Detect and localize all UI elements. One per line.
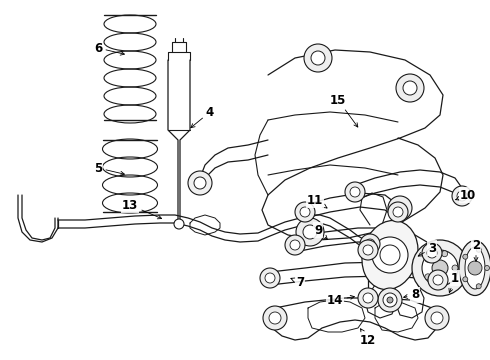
- Circle shape: [441, 251, 448, 257]
- Circle shape: [174, 219, 184, 229]
- Circle shape: [194, 177, 206, 189]
- Circle shape: [452, 186, 472, 206]
- Circle shape: [311, 51, 325, 65]
- Circle shape: [388, 202, 408, 222]
- Circle shape: [412, 240, 468, 296]
- Text: 6: 6: [94, 41, 124, 55]
- Text: 11: 11: [307, 194, 327, 208]
- Circle shape: [457, 191, 467, 201]
- Circle shape: [188, 171, 212, 195]
- Circle shape: [303, 225, 317, 239]
- Circle shape: [380, 245, 400, 265]
- Text: 2: 2: [472, 239, 480, 261]
- Circle shape: [378, 288, 402, 312]
- Circle shape: [441, 279, 448, 285]
- Circle shape: [431, 312, 443, 324]
- Ellipse shape: [459, 240, 490, 296]
- Circle shape: [433, 275, 443, 285]
- Text: 15: 15: [330, 94, 358, 127]
- Circle shape: [476, 247, 481, 252]
- Circle shape: [304, 44, 332, 72]
- Text: 10: 10: [456, 189, 476, 202]
- Circle shape: [425, 256, 431, 262]
- Circle shape: [485, 266, 490, 270]
- Text: 7: 7: [291, 275, 304, 288]
- Circle shape: [422, 243, 442, 263]
- Circle shape: [452, 265, 458, 271]
- Circle shape: [365, 239, 375, 249]
- Circle shape: [363, 293, 373, 303]
- Circle shape: [295, 202, 315, 222]
- Circle shape: [422, 250, 458, 286]
- Text: 8: 8: [404, 288, 419, 302]
- Circle shape: [358, 240, 378, 260]
- Circle shape: [432, 260, 448, 276]
- Text: 13: 13: [122, 198, 162, 219]
- Text: 14: 14: [327, 293, 354, 306]
- Circle shape: [350, 187, 360, 197]
- Text: 12: 12: [360, 329, 376, 346]
- Circle shape: [468, 261, 482, 275]
- Circle shape: [300, 207, 310, 217]
- Text: 5: 5: [94, 162, 124, 175]
- Circle shape: [403, 81, 417, 95]
- Circle shape: [425, 274, 431, 280]
- Circle shape: [427, 248, 437, 258]
- Circle shape: [388, 196, 412, 220]
- Circle shape: [263, 306, 287, 330]
- Circle shape: [387, 297, 393, 303]
- Circle shape: [372, 237, 408, 273]
- Circle shape: [425, 306, 449, 330]
- Circle shape: [363, 245, 373, 255]
- Text: 4: 4: [191, 105, 214, 128]
- Circle shape: [463, 254, 468, 259]
- Circle shape: [265, 273, 275, 283]
- Ellipse shape: [465, 247, 485, 289]
- Circle shape: [383, 293, 397, 307]
- Circle shape: [463, 277, 468, 282]
- Circle shape: [296, 218, 324, 246]
- Circle shape: [260, 268, 280, 288]
- Circle shape: [360, 234, 380, 254]
- Circle shape: [393, 207, 403, 217]
- Circle shape: [396, 74, 424, 102]
- Circle shape: [428, 270, 448, 290]
- Circle shape: [345, 182, 365, 202]
- Circle shape: [358, 288, 378, 308]
- Text: 1: 1: [449, 271, 459, 293]
- Circle shape: [269, 312, 281, 324]
- Circle shape: [476, 284, 481, 289]
- Text: 3: 3: [418, 242, 436, 256]
- Circle shape: [290, 240, 300, 250]
- Text: 9: 9: [314, 224, 327, 239]
- Circle shape: [285, 235, 305, 255]
- Ellipse shape: [362, 220, 418, 289]
